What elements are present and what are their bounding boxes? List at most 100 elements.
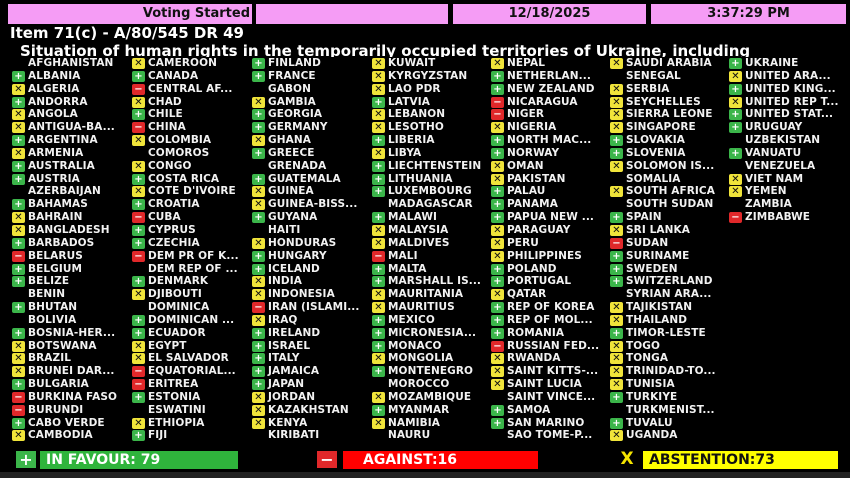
country-name: SAINT LUCIA (507, 378, 582, 391)
x-icon: ✕ (729, 173, 742, 185)
country-vote-row: + UNITED STAT... (729, 108, 849, 121)
country-vote-row: + SLOVAKIA (610, 134, 730, 147)
country-name: KUWAIT (388, 57, 436, 69)
country-vote-row: + CABO VERDE (12, 417, 132, 430)
country-vote-row: ZAMBIA (729, 198, 849, 211)
country-name: BARBADOS (28, 236, 95, 249)
x-icon: ✕ (372, 417, 385, 429)
country-name: BULGARIA (28, 378, 89, 391)
plus-icon: + (491, 212, 504, 224)
country-name: LUXEMBOURG (388, 185, 472, 198)
country-name: DOMINICAN ... (148, 313, 235, 326)
country-vote-row: ✕ KENYA (252, 417, 372, 430)
country-vote-row: ✕ SOLOMON IS... (610, 160, 730, 173)
plus-icon: + (252, 109, 265, 121)
plus-icon: + (372, 160, 385, 172)
country-vote-row: + ROMANIA (491, 327, 611, 340)
country-name: BRAZIL (28, 352, 72, 365)
country-name: CANADA (148, 69, 199, 82)
country-vote-row: ✕ GAMBIA (252, 96, 372, 109)
country-name: NICARAGUA (507, 95, 578, 108)
plus-icon: + (252, 147, 265, 159)
country-vote-row: + MICRONESIA... (372, 327, 492, 340)
country-vote-row: ✕ MALAYSIA (372, 224, 492, 237)
country-vote-row: ✕ QATAR (491, 288, 611, 301)
country-vote-row: + MONTENEGRO (372, 365, 492, 378)
country-name: ICELAND (268, 262, 320, 275)
country-vote-row: + BELGIUM (12, 263, 132, 276)
country-vote-row: BENIN (12, 288, 132, 301)
country-name: LITHUANIA (388, 172, 453, 185)
country-vote-row: ✕ MAURITIUS (372, 301, 492, 314)
x-icon: ✕ (12, 224, 25, 236)
plus-icon: + (252, 353, 265, 365)
country-vote-row: + SAMOA (491, 404, 611, 417)
country-vote-row: + AUSTRALIA (12, 160, 132, 173)
country-name: BRUNEI DAR... (28, 365, 115, 378)
plus-icon: + (12, 263, 25, 275)
x-icon: ✕ (12, 83, 25, 95)
country-vote-row: + DENMARK (132, 275, 252, 288)
country-vote-row: ✕ ALGERIA (12, 83, 132, 96)
country-vote-row: ✕ THAILAND (610, 314, 730, 327)
country-name: BURUNDI (28, 403, 84, 416)
country-vote-row: ✕ SRI LANKA (610, 224, 730, 237)
country-name: SURINAME (626, 249, 690, 262)
plus-icon: + (252, 327, 265, 339)
country-vote-row: + BELIZE (12, 275, 132, 288)
against-total: AGAINST:16 (343, 451, 538, 469)
country-name: ARMENIA (28, 146, 84, 159)
x-icon: ✕ (252, 391, 265, 403)
country-name: BELIZE (28, 275, 70, 288)
country-name: TOGO (626, 339, 661, 352)
country-vote-row: − BELARUS (12, 250, 132, 263)
country-column: ✕ NEPAL + NETHERLAN... + NEW ZEALAND − NICARAGU… (491, 57, 611, 442)
plus-icon: + (12, 70, 25, 82)
country-vote-row: − CUBA (132, 211, 252, 224)
country-name: POLAND (507, 262, 557, 275)
country-name: JORDAN (268, 390, 316, 403)
minus-icon: − (317, 451, 337, 468)
country-vote-row: + MARSHALL IS... (372, 275, 492, 288)
country-name: MYANMAR (388, 403, 450, 416)
country-vote-row: ✕ OMAN (491, 160, 611, 173)
country-name: ZIMBABWE (745, 211, 811, 224)
plus-icon: + (132, 237, 145, 249)
country-vote-row: ✕ TUNISIA (610, 378, 730, 391)
country-vote-row: − RUSSIAN FED... (491, 340, 611, 353)
x-icon: ✕ (372, 302, 385, 314)
country-vote-row: AZERBAIJAN (12, 185, 132, 198)
plus-icon: + (491, 263, 504, 275)
country-name: SAINT VINCE... (507, 390, 596, 403)
country-name: UNITED REP T... (745, 95, 839, 108)
country-vote-row: HAITI (252, 224, 372, 237)
country-vote-row: SAO TOME-P... (491, 429, 611, 442)
country-name: RWANDA (507, 352, 561, 365)
country-name: GUINEA (268, 185, 314, 198)
x-icon: ✕ (252, 404, 265, 416)
country-name: SIERRA LEONE (626, 108, 713, 121)
vote-date: 12/18/2025 (453, 4, 646, 24)
country-vote-row: MADAGASCAR (372, 198, 492, 211)
country-vote-row: ✕ NIGERIA (491, 121, 611, 134)
country-name: CHAD (148, 95, 182, 108)
country-vote-row: ✕ EGYPT (132, 340, 252, 353)
country-vote-row: + MEXICO (372, 314, 492, 327)
country-name: MAURITIUS (388, 301, 455, 314)
country-vote-row: ✕ ANTIGUA-BA... (12, 121, 132, 134)
country-vote-row: + DOMINICAN ... (132, 314, 252, 327)
country-vote-row: + TIMOR-LESTE (610, 327, 730, 340)
country-vote-row: ✕ MALDIVES (372, 237, 492, 250)
country-vote-row: ✕ IRAQ (252, 314, 372, 327)
country-vote-row: ✕ CAMBODIA (12, 429, 132, 442)
x-icon: ✕ (132, 160, 145, 172)
bottom-strip (0, 472, 850, 478)
country-name: SYRIAN ARA... (626, 288, 712, 301)
country-name: CHILE (148, 108, 183, 121)
country-name: GHANA (268, 134, 311, 147)
x-icon: ✕ (12, 340, 25, 352)
country-name: SWITZERLAND (626, 275, 713, 288)
minus-icon: − (12, 404, 25, 416)
plus-icon: + (610, 147, 623, 159)
country-name: SAMOA (507, 403, 551, 416)
